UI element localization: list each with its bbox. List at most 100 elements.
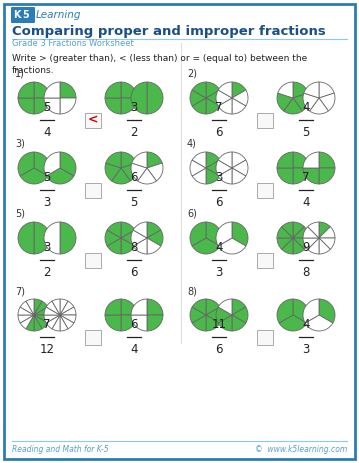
Wedge shape	[147, 222, 161, 238]
Wedge shape	[147, 163, 163, 181]
Text: 8: 8	[302, 266, 310, 279]
Wedge shape	[18, 82, 34, 98]
Text: 5): 5)	[15, 209, 25, 219]
Wedge shape	[293, 152, 309, 168]
Wedge shape	[133, 222, 147, 238]
Wedge shape	[206, 90, 222, 106]
FancyBboxPatch shape	[257, 182, 273, 198]
Wedge shape	[18, 222, 34, 254]
Text: 3): 3)	[15, 139, 25, 149]
Wedge shape	[192, 299, 206, 315]
Wedge shape	[105, 230, 121, 246]
Wedge shape	[121, 222, 135, 238]
Wedge shape	[46, 315, 60, 329]
Text: 7: 7	[215, 101, 223, 114]
Wedge shape	[206, 307, 222, 323]
Wedge shape	[18, 98, 34, 114]
Text: 6: 6	[215, 126, 223, 139]
Wedge shape	[60, 315, 76, 323]
Wedge shape	[121, 299, 137, 315]
Wedge shape	[132, 152, 147, 168]
Wedge shape	[293, 168, 309, 184]
Wedge shape	[192, 315, 206, 331]
Wedge shape	[60, 301, 74, 315]
Text: 9: 9	[302, 241, 310, 254]
Wedge shape	[20, 315, 34, 329]
Wedge shape	[105, 315, 121, 331]
Text: 6: 6	[215, 343, 223, 356]
Wedge shape	[282, 238, 293, 254]
Wedge shape	[192, 152, 206, 168]
Wedge shape	[44, 315, 60, 323]
Wedge shape	[206, 160, 222, 176]
Wedge shape	[303, 93, 319, 111]
Wedge shape	[216, 90, 232, 106]
Wedge shape	[232, 90, 248, 106]
Wedge shape	[190, 90, 206, 106]
Wedge shape	[319, 152, 335, 168]
Wedge shape	[206, 222, 222, 246]
Wedge shape	[60, 152, 76, 176]
Text: 6: 6	[130, 318, 138, 331]
Wedge shape	[206, 82, 220, 98]
FancyBboxPatch shape	[257, 330, 273, 344]
Wedge shape	[121, 98, 137, 114]
Text: 6: 6	[215, 196, 223, 209]
Text: Write > (greater than), < (less than) or = (equal to) between the
fractions.: Write > (greater than), < (less than) or…	[12, 54, 307, 75]
Wedge shape	[284, 98, 302, 114]
Text: ©  www.k5learning.com: © www.k5learning.com	[255, 444, 347, 453]
Wedge shape	[216, 222, 232, 246]
Wedge shape	[60, 315, 68, 331]
Wedge shape	[278, 82, 293, 98]
Text: Grade 3 Fractions Worksheet: Grade 3 Fractions Worksheet	[12, 39, 134, 49]
Wedge shape	[218, 299, 232, 315]
Wedge shape	[232, 82, 246, 98]
Wedge shape	[133, 238, 147, 254]
Text: 5: 5	[43, 171, 51, 184]
Text: 8: 8	[130, 241, 138, 254]
Wedge shape	[277, 93, 293, 111]
Wedge shape	[147, 82, 163, 114]
Wedge shape	[319, 222, 330, 238]
Wedge shape	[131, 315, 147, 331]
Wedge shape	[34, 82, 50, 98]
Wedge shape	[206, 152, 220, 168]
Wedge shape	[52, 299, 60, 315]
Wedge shape	[34, 301, 48, 315]
Wedge shape	[319, 238, 335, 249]
Wedge shape	[44, 98, 60, 114]
Wedge shape	[121, 82, 137, 98]
Text: 5: 5	[23, 10, 29, 20]
Wedge shape	[192, 98, 206, 114]
FancyBboxPatch shape	[85, 182, 101, 198]
Wedge shape	[46, 168, 74, 184]
Wedge shape	[34, 98, 50, 114]
Text: 3: 3	[43, 196, 51, 209]
Text: 6: 6	[130, 266, 138, 279]
Text: 5: 5	[130, 196, 138, 209]
FancyBboxPatch shape	[85, 113, 101, 127]
Wedge shape	[147, 152, 162, 168]
Wedge shape	[131, 299, 147, 315]
Text: 7: 7	[43, 318, 51, 331]
Text: 2: 2	[130, 126, 138, 139]
Wedge shape	[26, 315, 34, 331]
Wedge shape	[34, 315, 48, 329]
Wedge shape	[277, 238, 293, 249]
Text: 7: 7	[302, 171, 310, 184]
Wedge shape	[112, 168, 130, 184]
Text: 5: 5	[43, 101, 51, 114]
FancyBboxPatch shape	[11, 7, 35, 23]
Wedge shape	[44, 82, 60, 98]
Wedge shape	[206, 98, 220, 114]
Wedge shape	[107, 222, 121, 238]
Wedge shape	[232, 168, 246, 184]
Text: 4): 4)	[187, 139, 197, 149]
Wedge shape	[190, 307, 206, 323]
Wedge shape	[121, 163, 137, 181]
Wedge shape	[60, 98, 76, 114]
Wedge shape	[319, 238, 330, 254]
Wedge shape	[121, 315, 137, 331]
Text: Comparing proper and improper fractions: Comparing proper and improper fractions	[12, 25, 326, 38]
Wedge shape	[218, 238, 246, 254]
